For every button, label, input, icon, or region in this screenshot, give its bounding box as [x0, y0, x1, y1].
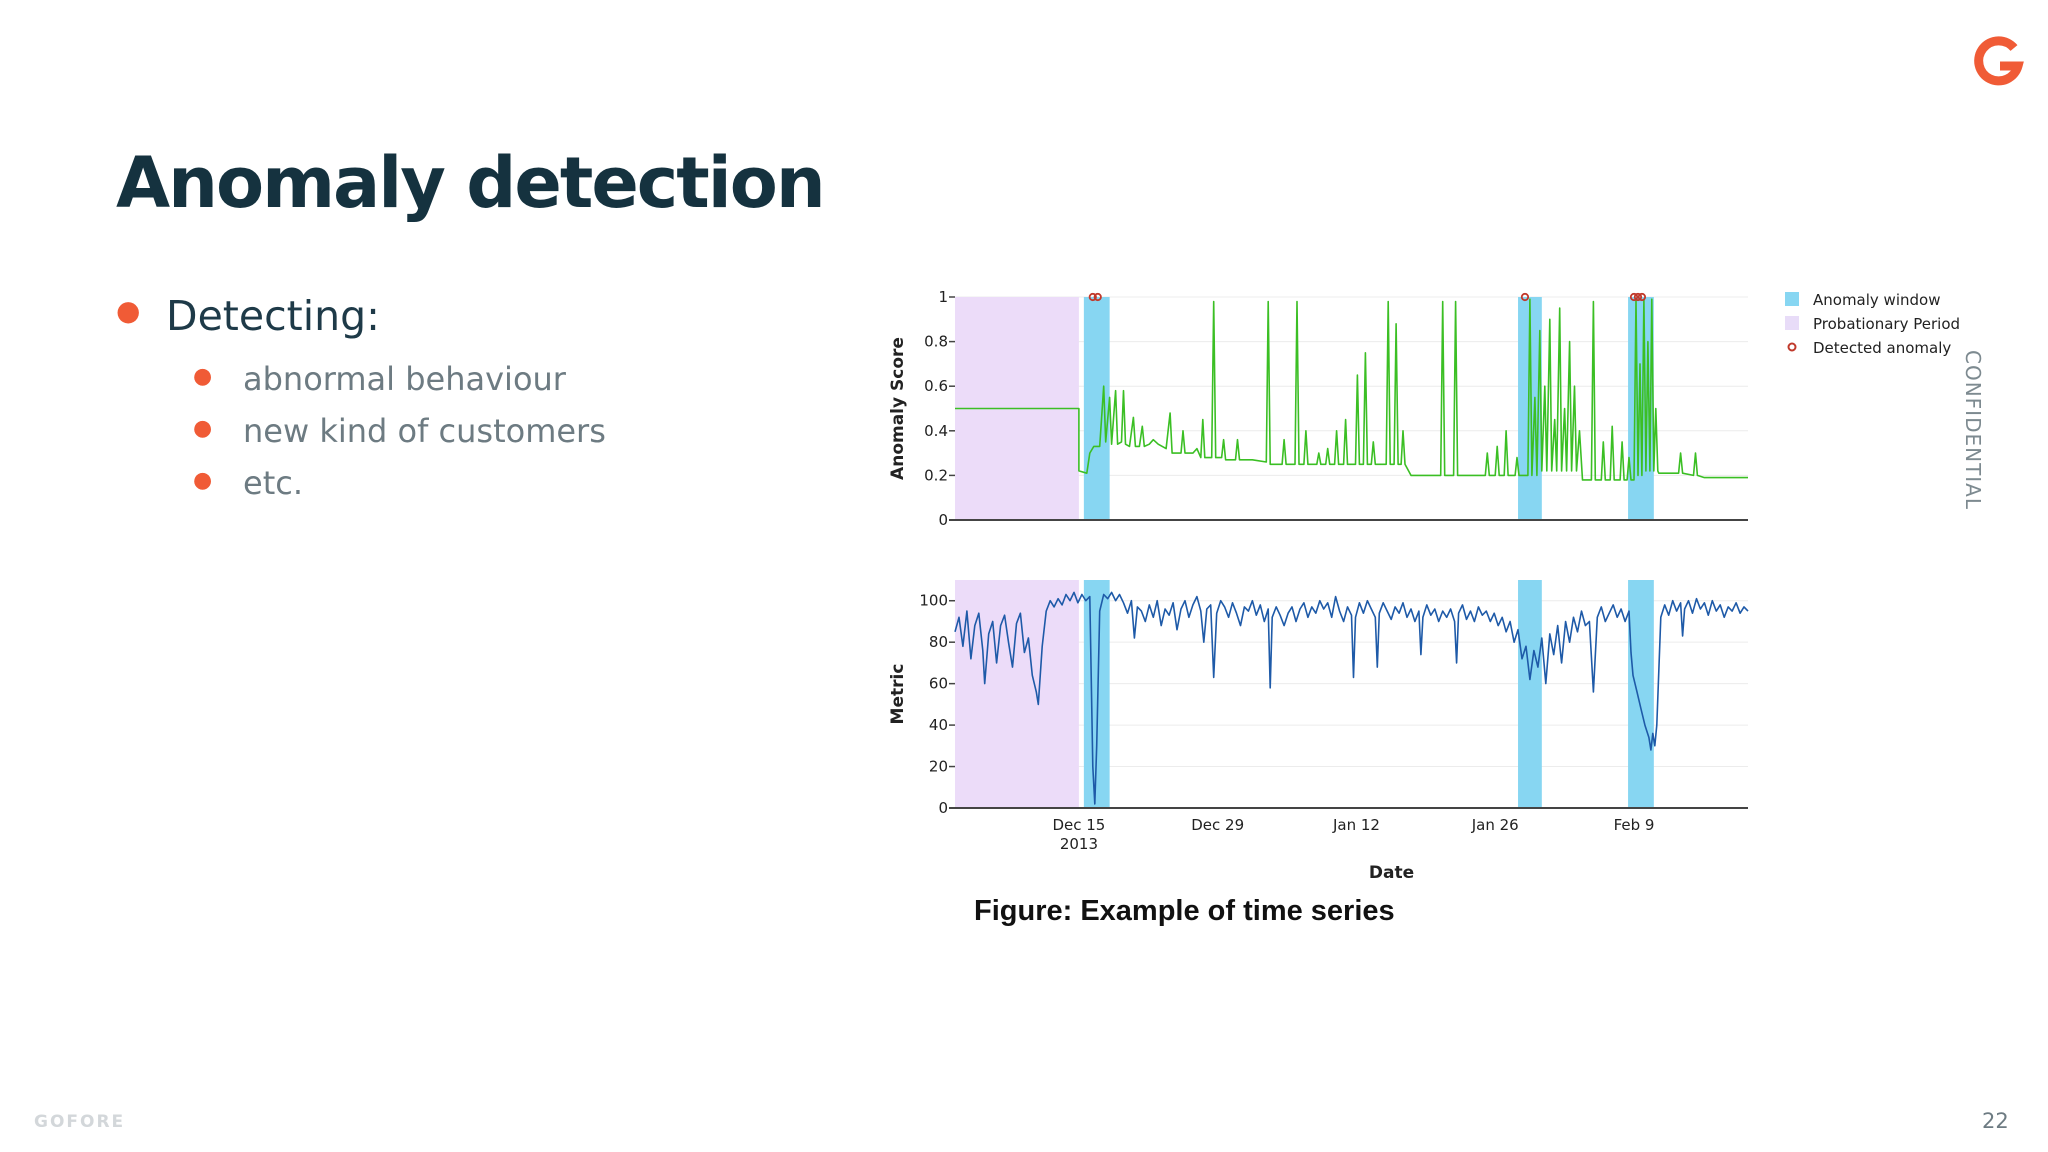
x-axis-label: Date — [1369, 863, 1414, 883]
probationary-period-band — [955, 580, 1079, 808]
metric-line — [954, 591, 1749, 805]
y-tick-label: 60 — [929, 675, 948, 693]
sub-bullet-text: etc. — [243, 464, 303, 502]
legend-swatch — [1785, 316, 1799, 330]
y-tick-label: 0.8 — [924, 333, 948, 351]
x-tick-label: Jan 26 — [1471, 816, 1519, 834]
y-tick-label: 1 — [938, 288, 948, 306]
y-tick-label: 0 — [938, 799, 948, 817]
bullet-dot-icon: ● — [193, 416, 213, 441]
legend-label: Anomaly window — [1813, 291, 1940, 309]
figure-caption: Figure: Example of time series — [974, 895, 1395, 927]
y-tick-label: 0 — [938, 511, 948, 529]
footer-brand: GOFORE — [34, 1112, 126, 1132]
legend-swatch — [1785, 292, 1799, 306]
y-tick-label: 0.2 — [924, 466, 948, 484]
sub-bullet-text: new kind of customers — [243, 412, 606, 450]
detected-anomaly-marker — [1088, 292, 1097, 302]
detected-anomaly-marker — [1633, 292, 1643, 302]
detected-anomaly-marker — [1629, 292, 1639, 302]
y-tick-label: 80 — [929, 633, 948, 651]
y-tick-label: 0.4 — [924, 422, 948, 440]
bullet-text: Detecting: — [166, 292, 380, 340]
y-tick-label: 40 — [929, 716, 948, 734]
bullet-dot-icon: ● — [193, 364, 213, 389]
slide-title: Anomaly detection — [116, 142, 826, 224]
x-tick-label: Feb 9 — [1614, 816, 1655, 834]
legend-label: Detected anomaly — [1813, 339, 1951, 357]
anomaly-window-band — [1083, 580, 1110, 808]
gofore-logo-icon — [1974, 36, 2024, 86]
legend-marker — [1787, 342, 1797, 352]
detected-anomaly-marker — [1637, 292, 1647, 302]
anomaly-score-line — [955, 298, 1748, 481]
y-axis-label: Anomaly Score — [888, 337, 908, 480]
y-tick-label: 0.6 — [924, 377, 948, 395]
bullet-dot-icon: ● — [193, 468, 213, 493]
confidential-label: CONFIDENTIAL — [1961, 350, 1985, 511]
bullet-dot-icon: ● — [116, 294, 141, 327]
page-number: 22 — [1982, 1109, 2009, 1133]
anomaly-window-band — [1083, 297, 1110, 520]
x-tick-sublabel: 2013 — [1060, 835, 1098, 853]
x-tick-label: Dec 29 — [1191, 816, 1244, 834]
y-axis-label: Metric — [888, 664, 908, 725]
y-tick-label: 20 — [929, 758, 948, 776]
legend-label: Probationary Period — [1813, 315, 1960, 333]
anomaly-window-band — [1518, 580, 1542, 808]
x-tick-label: Jan 12 — [1332, 816, 1380, 834]
y-tick-label: 100 — [919, 592, 948, 610]
sub-bullet-text: abnormal behaviour — [243, 360, 566, 398]
detected-anomaly-marker — [1520, 292, 1530, 302]
detected-anomaly-marker — [1093, 292, 1102, 302]
anomaly-window-band — [1628, 580, 1654, 808]
x-tick-label: Dec 15 — [1052, 816, 1105, 834]
